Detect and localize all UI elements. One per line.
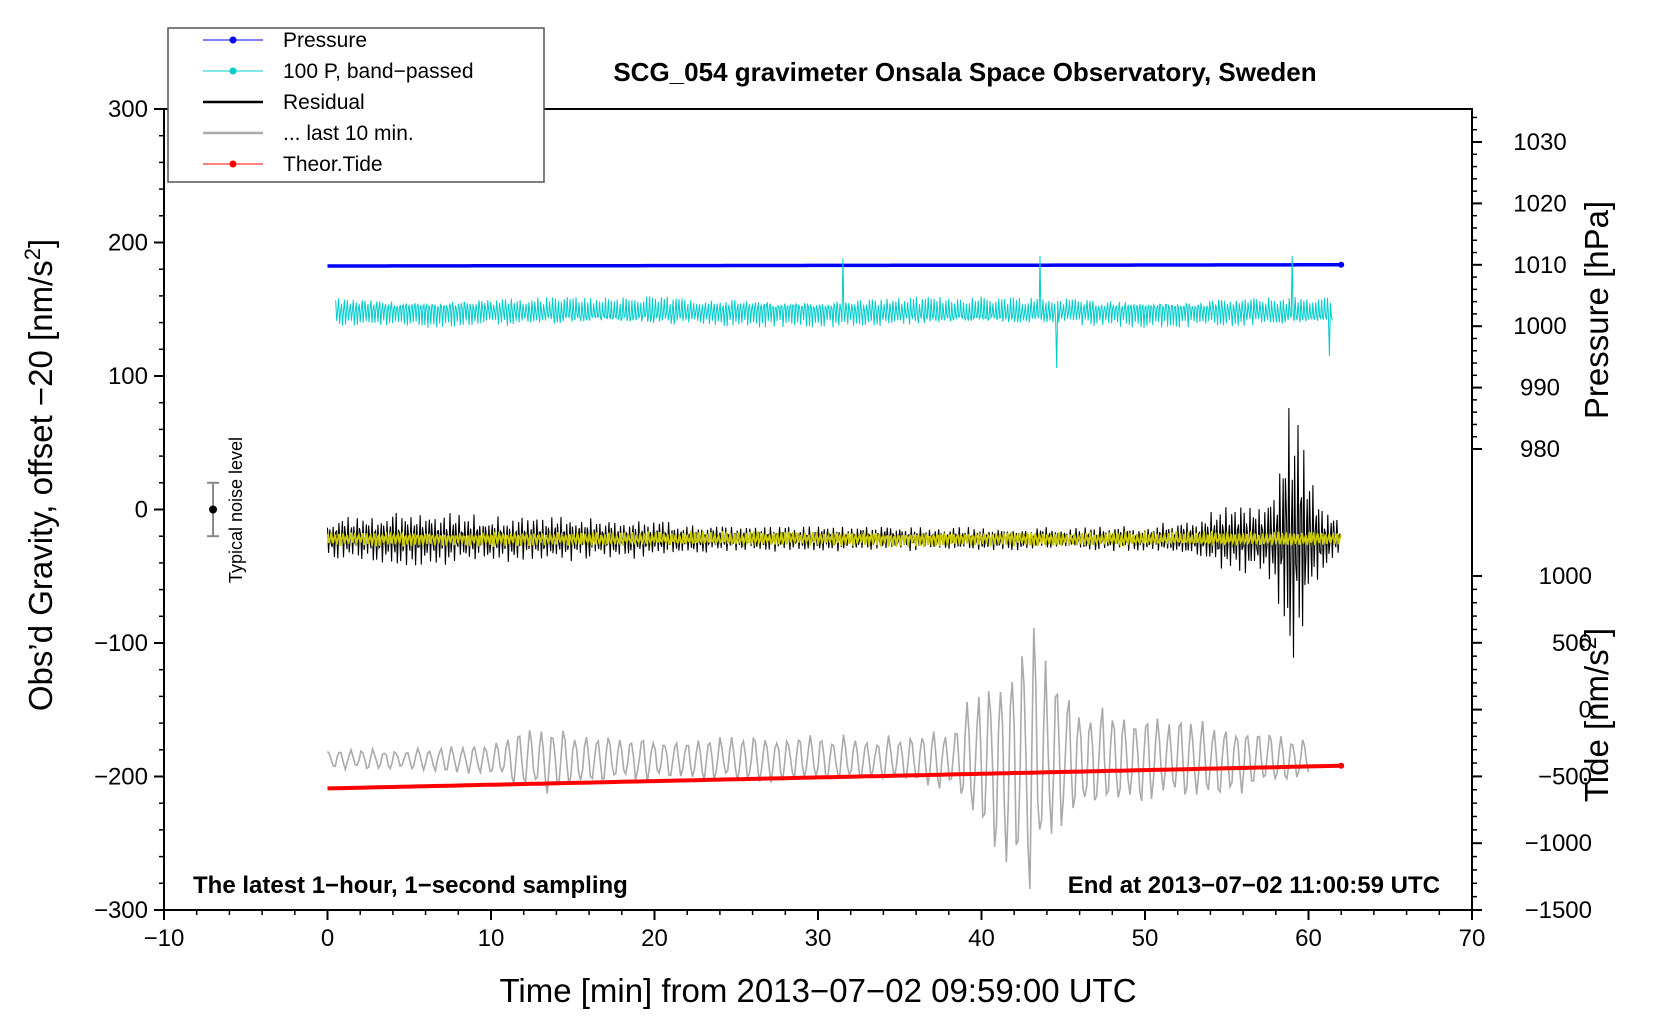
x-axis-title: Time [min] from 2013−07−02 09:59:00 UTC (499, 972, 1136, 1009)
legend: Pressure 100 P, band−passed Residual ... la… (167, 27, 545, 183)
legend-items: Pressure 100 P, band−passed Residual ... la… (203, 29, 474, 176)
x-tick-label: 60 (1295, 925, 1322, 952)
left-tick-label: 200 (108, 230, 148, 257)
legend-marker-100-p-band-passed (229, 67, 237, 75)
noise-label: Typical noise level (226, 437, 246, 583)
pressure-tick-label: 990 (1520, 375, 1560, 402)
series-theor-tide-end-dot (1338, 762, 1345, 769)
series-residual-smoothed-line (326, 530, 1343, 548)
pressure-tick-label: 1000 (1513, 313, 1566, 340)
tide-tick-label: −1500 (1525, 897, 1592, 924)
left-tick-label: 0 (135, 497, 148, 524)
y-axis-title-pressure: Pressure [hPa] (1578, 201, 1615, 419)
legend-label-100-p-band-passed: 100 P, band−passed (283, 60, 474, 83)
left-tick-label: 100 (108, 363, 148, 390)
series-last-10-min-line (326, 627, 1310, 890)
y-axis-title-gravity: Obs’d Gravity, offset −20 [nm/s2] (20, 239, 59, 711)
tide-tick-label: −500 (1538, 763, 1592, 790)
noise-center-dot (209, 505, 218, 514)
bottom-left-note: The latest 1−hour, 1−second sampling (193, 872, 628, 899)
chart-title: SCG_054 gravimeter Onsala Space Observat… (613, 57, 1316, 87)
series-layer (326, 255, 1345, 890)
legend-marker-theor-tide (229, 160, 237, 168)
x-tick-label: 50 (1132, 925, 1159, 952)
x-tick-label: 70 (1459, 925, 1486, 952)
plot-frame (163, 108, 1473, 911)
pressure-tick-label: 980 (1520, 436, 1560, 463)
legend-marker-pressure (229, 36, 237, 44)
noise-indicator: Typical noise level (207, 437, 246, 583)
x-tick-label: −10 (144, 925, 185, 952)
tide-tick-label: 1000 (1539, 563, 1592, 590)
left-tick-label: −200 (94, 764, 148, 791)
x-tick-label: 0 (321, 925, 334, 952)
pressure-tick-label: 1030 (1513, 129, 1566, 156)
legend-box (167, 27, 545, 183)
ticks-layer: −10 0 10 20 30 40 50 60 703002001000−100−200−300… (94, 96, 1592, 952)
bottom-right-note: End at 2013−07−02 11:00:59 UTC (1068, 872, 1440, 899)
series-theor-tide-line (327, 763, 1342, 791)
pressure-tick-label: 1010 (1513, 252, 1566, 279)
x-tick-label: 40 (968, 925, 995, 952)
y-axis-title-tide: Tide [nm/s2] (1576, 628, 1615, 802)
x-tick-label: 30 (805, 925, 832, 952)
legend-label-theor-tide: Theor.Tide (283, 153, 383, 176)
left-tick-label: 300 (108, 96, 148, 123)
x-tick-label: 10 (478, 925, 505, 952)
tide-tick-label: 500 (1552, 630, 1592, 657)
legend-label-pressure: Pressure (283, 29, 367, 52)
x-tick-label: 20 (641, 925, 668, 952)
left-tick-label: −300 (94, 897, 148, 924)
series-pressure-line (327, 263, 1342, 268)
tide-tick-label: 0 (1579, 697, 1592, 724)
legend-label-residual: Residual (283, 91, 365, 114)
tide-tick-label: −1000 (1525, 830, 1592, 857)
series-100-p-band-passed-line (335, 255, 1333, 369)
pressure-tick-label: 1020 (1513, 190, 1566, 217)
series-pressure-end-dot (1338, 261, 1345, 268)
left-tick-label: −100 (94, 630, 148, 657)
legend-label-last-10-min: ... last 10 min. (283, 122, 414, 145)
